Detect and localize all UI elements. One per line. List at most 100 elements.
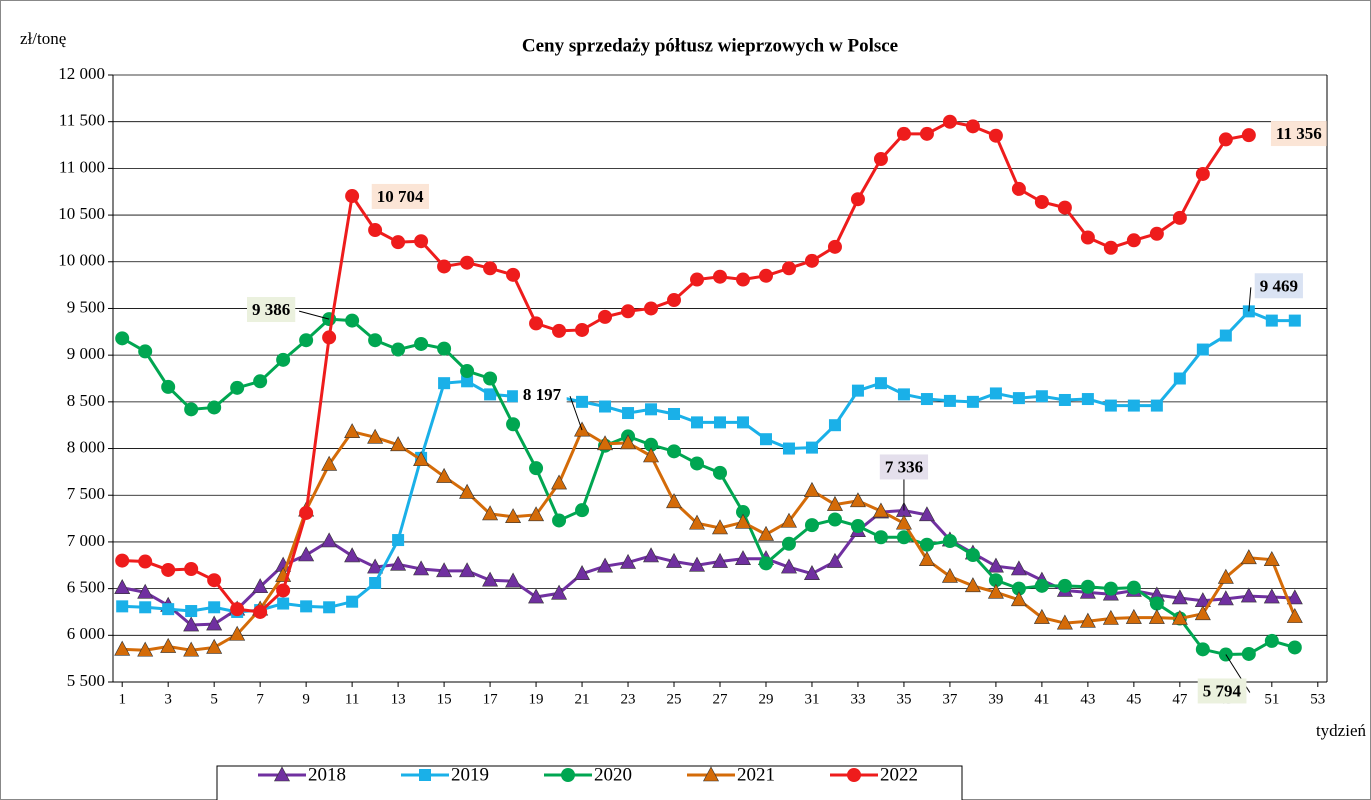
legend-label: 2020 (594, 764, 632, 785)
series-line (121, 509, 1295, 627)
point (1148, 608, 1165, 624)
point (184, 562, 199, 577)
point (964, 577, 981, 593)
point (345, 313, 360, 328)
point (828, 419, 841, 432)
point (137, 583, 154, 599)
point (183, 641, 200, 657)
x-tick-label: 47 (1172, 691, 1188, 707)
point (736, 416, 749, 429)
point (414, 234, 429, 249)
point (620, 434, 637, 450)
x-tick-label: 43 (1080, 691, 1095, 707)
leader-line (569, 395, 583, 431)
point (872, 502, 889, 518)
point (183, 616, 200, 632)
point (436, 562, 453, 578)
point (206, 638, 223, 654)
point (298, 546, 315, 562)
point (368, 333, 383, 348)
point (529, 316, 544, 331)
point (826, 552, 843, 568)
x-axis-title: tydzień (1316, 721, 1367, 740)
point (987, 557, 1004, 573)
point (230, 380, 245, 395)
point (850, 519, 865, 534)
point (139, 601, 152, 614)
x-tick-label: 1 (118, 691, 126, 707)
point (1035, 390, 1048, 403)
point (645, 403, 658, 416)
point (621, 304, 636, 319)
series-line (121, 317, 1296, 657)
point (827, 239, 842, 254)
x-tick-label: 53 (1310, 691, 1325, 707)
x-tick-label: 41 (1034, 691, 1049, 707)
point (276, 583, 291, 598)
data-label: 11 356 (1276, 124, 1322, 143)
point (1057, 200, 1072, 215)
point (323, 601, 336, 614)
point (1057, 578, 1072, 593)
point (1011, 581, 1026, 596)
point (966, 395, 979, 408)
point (1126, 233, 1141, 248)
x-tick-label: 23 (621, 691, 636, 707)
point (620, 553, 637, 569)
point (505, 508, 522, 524)
data-label: 10 704 (377, 187, 424, 206)
data-label-box (247, 297, 296, 323)
point (713, 465, 727, 480)
point (920, 393, 933, 406)
x-tick-label: 35 (896, 691, 911, 707)
point (230, 602, 245, 617)
point (460, 255, 475, 270)
point (367, 558, 384, 574)
point (1011, 181, 1026, 196)
point (1149, 596, 1164, 611)
point (345, 189, 360, 204)
point (874, 377, 887, 390)
point (1081, 393, 1094, 406)
y-tick-label: 10 500 (58, 204, 105, 223)
data-label: 9 386 (252, 300, 290, 319)
point (1056, 614, 1073, 630)
point (989, 387, 1002, 400)
point (1010, 560, 1027, 576)
point (965, 547, 980, 562)
point (160, 637, 177, 653)
point (138, 554, 153, 569)
x-tick-label: 15 (437, 691, 452, 707)
point (805, 441, 818, 454)
point (1264, 633, 1279, 648)
x-tick-label: 5 (210, 691, 218, 707)
point (1104, 399, 1117, 412)
point (114, 640, 131, 656)
point (413, 560, 430, 576)
point (758, 268, 773, 283)
point (803, 481, 820, 497)
data-label: 7 336 (885, 457, 923, 476)
point (161, 562, 176, 577)
point (1194, 605, 1211, 621)
point (115, 553, 130, 568)
point (299, 505, 314, 520)
point (208, 601, 221, 614)
legend-label: 2022 (880, 764, 918, 785)
point (711, 519, 729, 535)
point (873, 152, 888, 167)
point (757, 525, 774, 541)
point (873, 530, 888, 545)
point (713, 269, 727, 284)
legend-marker (847, 768, 861, 782)
y-tick-label: 7 500 (67, 484, 105, 503)
point (804, 253, 819, 268)
point (206, 615, 223, 631)
y-tick-label: 8 000 (67, 437, 105, 456)
point (735, 505, 750, 520)
point (781, 536, 796, 551)
point (896, 530, 911, 545)
point (207, 573, 222, 588)
point (552, 323, 567, 338)
point (161, 379, 176, 394)
